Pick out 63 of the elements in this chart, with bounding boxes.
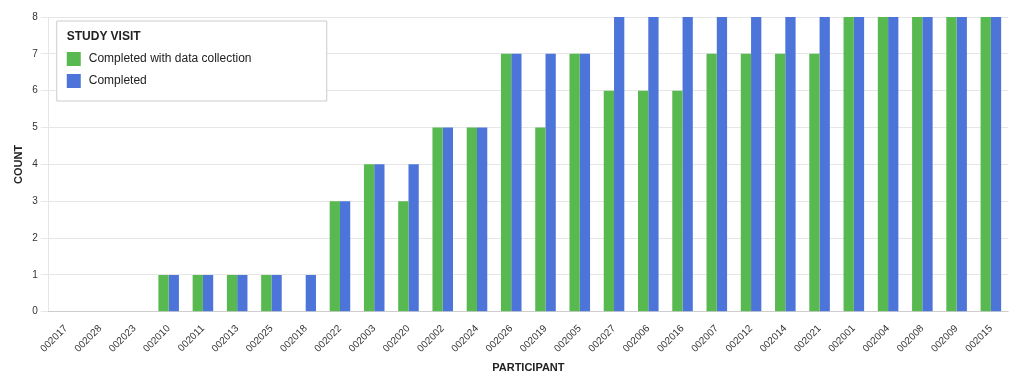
- bar: [192, 274, 203, 312]
- y-axis-title: COUNT: [11, 144, 24, 184]
- bar: [535, 127, 546, 312]
- bar: [476, 127, 488, 312]
- bar: [740, 53, 752, 312]
- bar: [168, 274, 179, 312]
- bar: [500, 53, 512, 312]
- bar: [809, 53, 820, 312]
- y-tick-label: 8: [32, 10, 39, 22]
- bar: [158, 274, 169, 312]
- bar: [442, 127, 454, 312]
- bar: [408, 164, 419, 312]
- bar: [922, 17, 933, 312]
- y-tick-label: 0: [32, 305, 39, 317]
- bar: [751, 17, 762, 312]
- bar: [706, 53, 717, 312]
- bar: [398, 201, 409, 312]
- bar: [237, 274, 248, 312]
- bar: [775, 53, 786, 312]
- bar: [888, 17, 899, 312]
- y-tick-label: 6: [32, 84, 39, 96]
- bar: [271, 274, 282, 312]
- bar: [432, 127, 443, 312]
- y-tick-label: 1: [32, 268, 39, 280]
- bar: [603, 90, 615, 312]
- bar: [853, 17, 865, 312]
- bar: [511, 53, 522, 312]
- bar: [785, 17, 796, 312]
- bar: [202, 274, 214, 312]
- y-tick-label: 3: [32, 194, 39, 206]
- bar: [363, 164, 375, 312]
- legend-label: Completed with data collection: [88, 51, 252, 66]
- bar: [956, 17, 967, 312]
- y-tick-label: 2: [32, 231, 39, 243]
- bar: [569, 53, 580, 312]
- y-tick-label: 5: [32, 121, 39, 133]
- bar: [672, 90, 683, 312]
- legend-label: Completed: [88, 73, 147, 88]
- bar: [638, 90, 649, 312]
- bar: [990, 17, 1002, 312]
- y-tick-label: 4: [32, 158, 39, 170]
- x-axis-title: PARTICIPANT: [492, 361, 565, 374]
- bar: [261, 274, 272, 312]
- bar: [946, 17, 957, 312]
- bar: [339, 201, 351, 312]
- bar: [648, 17, 659, 312]
- y-tick-label: 7: [32, 47, 39, 59]
- bar: [877, 17, 889, 312]
- bar: [305, 274, 316, 312]
- bar: [374, 164, 385, 312]
- bar: [980, 17, 991, 312]
- bar: [843, 17, 854, 312]
- bar: [912, 17, 923, 312]
- bar: [226, 274, 238, 312]
- bar: [716, 17, 728, 312]
- bar: [545, 53, 556, 312]
- bar: [329, 201, 340, 312]
- bar: [579, 53, 591, 312]
- bar: [466, 127, 477, 312]
- bar: [682, 17, 693, 312]
- bar: [614, 17, 625, 312]
- legend-title: STUDY VISIT: [66, 29, 142, 44]
- bar: [819, 17, 830, 312]
